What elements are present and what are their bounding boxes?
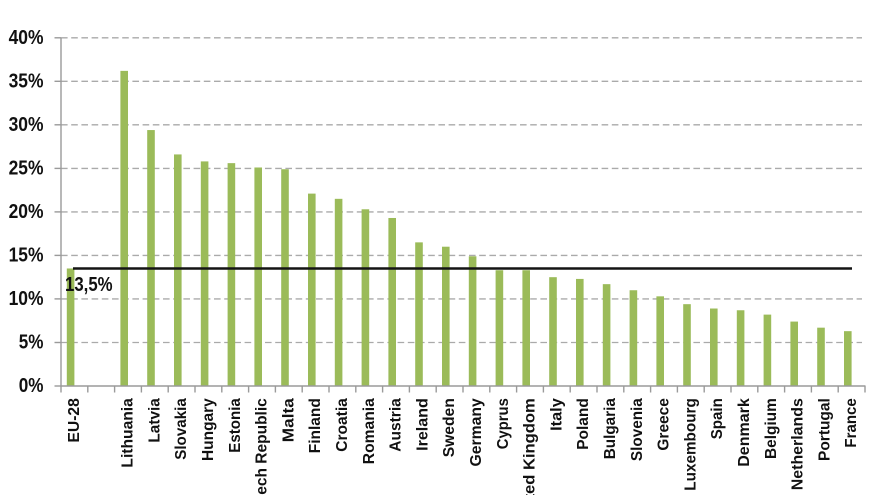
svg-text:Poland: Poland [575,398,592,450]
svg-text:Estonia: Estonia [227,398,244,453]
svg-text:25%: 25% [9,157,44,179]
svg-text:EU-28: EU-28 [66,398,83,442]
svg-text:20%: 20% [9,201,44,223]
svg-text:Portugal: Portugal [816,398,833,461]
svg-text:Slovenia: Slovenia [629,398,646,461]
svg-text:30%: 30% [9,114,44,136]
svg-text:5%: 5% [19,332,44,354]
svg-text:Belgium: Belgium [763,398,780,459]
svg-text:Bulgaria: Bulgaria [602,398,619,459]
svg-text:Romania: Romania [361,398,378,464]
svg-text:Austria: Austria [388,398,405,452]
svg-text:Germany: Germany [468,398,485,466]
svg-text:Slovakia: Slovakia [173,398,190,460]
svg-text:Spain: Spain [709,398,726,439]
svg-text:Finland: Finland [307,398,324,453]
svg-text:10%: 10% [9,288,44,310]
svg-text:Ireland: Ireland [414,398,431,451]
svg-text:Italy: Italy [548,398,565,431]
svg-text:0%: 0% [19,375,44,397]
svg-text:15%: 15% [9,244,44,266]
svg-text:Luxembourg: Luxembourg [682,398,699,491]
svg-text:United Kingdom: United Kingdom [522,398,539,495]
svg-text:Croatia: Croatia [334,398,351,452]
svg-text:13,5%: 13,5% [65,274,113,296]
svg-text:Cyprus: Cyprus [495,398,512,449]
svg-text:Lithuania: Lithuania [120,398,137,467]
svg-text:Czech Republic: Czech Republic [254,398,271,495]
svg-text:Netherlands: Netherlands [790,398,807,490]
svg-text:Malta: Malta [280,398,297,442]
svg-text:France: France [843,398,860,447]
svg-text:Latvia: Latvia [146,398,163,442]
svg-text:Greece: Greece [656,398,673,450]
svg-text:Hungary: Hungary [200,398,217,461]
svg-text:35%: 35% [9,70,44,92]
svg-text:Denmark: Denmark [736,398,753,467]
svg-text:40%: 40% [9,27,44,49]
svg-text:Sweden: Sweden [441,398,458,457]
